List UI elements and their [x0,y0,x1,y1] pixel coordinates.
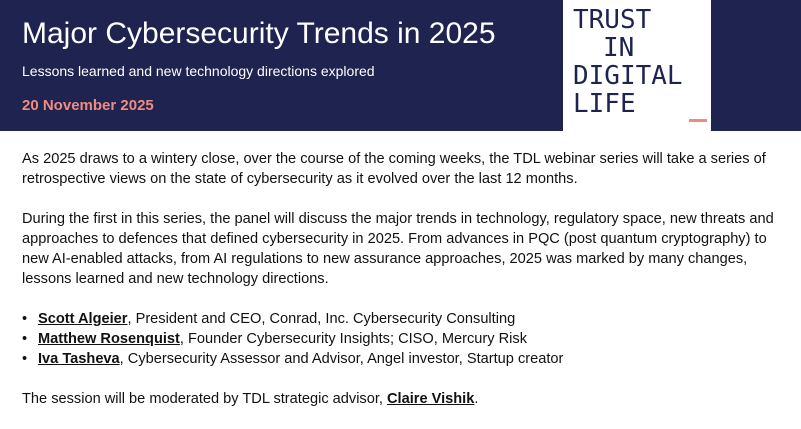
list-item: • Matthew Rosenquist, Founder Cybersecur… [22,329,787,349]
description-paragraph: During the first in this series, the pan… [22,211,774,287]
speaker-role: , Founder Cybersecurity Insights; CISO, … [179,331,527,347]
logo-word: LIFE [573,89,636,119]
speaker-list: • Scott Algeier, President and CEO, Conr… [22,309,787,369]
moderator-prefix: The session will be moderated by TDL str… [22,391,388,407]
moderator-suffix: . [474,391,479,407]
bullet-icon: • [22,331,28,347]
header-banner: Major Cybersecurity Trends in 2025 Lesso… [0,0,801,131]
speaker-link-scott-algeier[interactable]: Scott Algeier [38,311,128,327]
trust-in-digital-life-logo: TRUST IN DIGITAL LIFE [563,0,711,131]
article-body: As 2025 draws to a wintery close, over t… [22,149,787,429]
logo-accent-dash [689,119,707,122]
logo-word: DIGITAL [573,61,683,91]
moderator-paragraph: The session will be moderated by TDL str… [22,389,787,409]
speaker-link-matthew-rosenquist[interactable]: Matthew Rosenquist [38,331,180,347]
list-item: • Iva Tasheva, Cybersecurity Assessor an… [22,349,787,369]
logo-word: IN [603,33,635,63]
moderator-link-claire-vishik[interactable]: Claire Vishik [387,391,475,407]
page-title: Major Cybersecurity Trends in 2025 [22,17,496,50]
bullet-icon: • [22,311,28,327]
event-date: 20 November 2025 [22,97,154,114]
intro-paragraph: As 2025 draws to a wintery close, over t… [22,151,766,187]
bullet-icon: • [22,351,28,367]
logo-word: TRUST [573,5,652,35]
speaker-role: , Cybersecurity Assessor and Advisor, An… [119,351,564,367]
speaker-link-iva-tasheva[interactable]: Iva Tasheva [38,351,120,367]
page-subtitle: Lessons learned and new technology direc… [22,63,375,79]
list-item: • Scott Algeier, President and CEO, Conr… [22,309,787,329]
speaker-role: , President and CEO, Conrad, Inc. Cybers… [127,311,516,327]
